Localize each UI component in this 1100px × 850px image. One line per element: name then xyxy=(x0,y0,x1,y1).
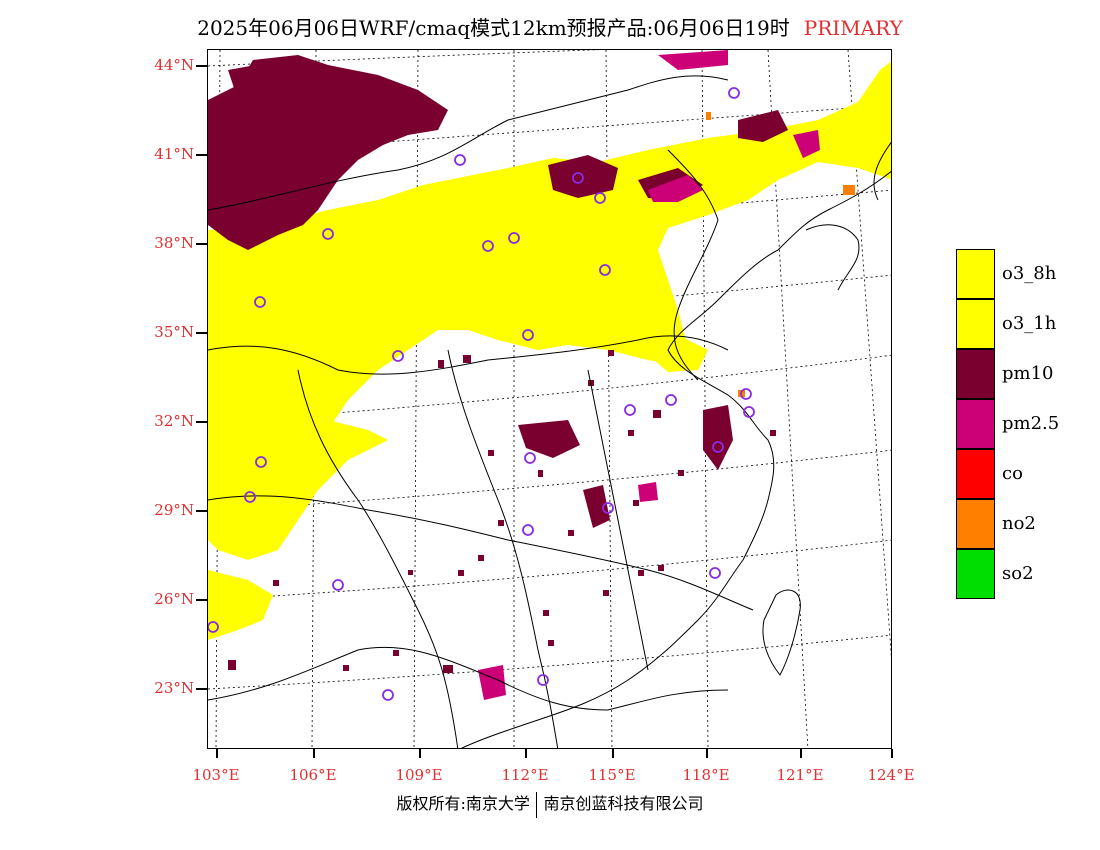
lon-label-106: 106°E xyxy=(289,766,337,784)
map-panel[interactable] xyxy=(207,49,892,749)
legend-swatch-pm25 xyxy=(956,399,995,449)
legend-label: no2 xyxy=(1002,513,1036,534)
lon-tick xyxy=(891,749,893,758)
lat-tick xyxy=(196,243,207,245)
lon-tick xyxy=(525,749,527,758)
copyright-left: 版权所有:南京大学 xyxy=(396,794,530,813)
lat-label-44: 44°N xyxy=(154,56,194,74)
title-primary-tag: PRIMARY xyxy=(803,16,903,40)
lat-tick xyxy=(196,154,207,156)
lat-label-26: 26°N xyxy=(154,590,194,608)
lat-tick xyxy=(196,421,207,423)
copyright-footer: 版权所有:南京大学 南京创蓝科技有限公司 xyxy=(0,790,1100,818)
lon-tick xyxy=(419,749,421,758)
lon-label-103: 103°E xyxy=(192,766,240,784)
lat-tick xyxy=(196,599,207,601)
lat-label-41: 41°N xyxy=(154,145,194,163)
boundary-lines xyxy=(208,75,891,748)
legend-label: o3_1h xyxy=(1002,313,1057,334)
map-title: 2025年06月06日WRF/cmaq模式12km预报产品:06月06日19时 P… xyxy=(0,12,1100,41)
copyright-right: 南京创蓝科技有限公司 xyxy=(543,794,704,813)
lat-label-29: 29°N xyxy=(154,501,194,519)
legend-label: pm2.5 xyxy=(1002,413,1060,434)
lat-tick xyxy=(196,332,207,334)
legend-label: pm10 xyxy=(1002,363,1054,384)
legend-label: co xyxy=(1002,463,1023,484)
lon-tick xyxy=(800,749,802,758)
pollution-map xyxy=(208,50,891,748)
lat-label-23: 23°N xyxy=(154,679,194,697)
lon-label-121: 121°E xyxy=(776,766,824,784)
lat-label-32: 32°N xyxy=(154,412,194,430)
lat-tick xyxy=(196,510,207,512)
station-markers xyxy=(208,87,755,701)
legend-swatch-o3-1h xyxy=(956,299,995,349)
lon-tick xyxy=(313,749,315,758)
lon-tick xyxy=(216,749,218,758)
lat-tick xyxy=(196,65,207,67)
lon-tick xyxy=(706,749,708,758)
lat-label-38: 38°N xyxy=(154,234,194,252)
legend-swatch-o3-8h xyxy=(956,249,995,299)
legend-label: so2 xyxy=(1002,563,1034,584)
legend-swatch-pm10 xyxy=(956,349,995,399)
legend-swatch-so2 xyxy=(956,549,995,599)
legend-swatch-no2 xyxy=(956,499,995,549)
o3-area xyxy=(208,61,891,640)
pm25-area xyxy=(478,50,820,700)
title-main: 2025年06月06日WRF/cmaq模式12km预报产品:06月06日19时 xyxy=(197,16,790,40)
legend-swatch-co xyxy=(956,449,995,499)
footer-divider xyxy=(535,791,538,818)
lon-tick xyxy=(612,749,614,758)
lon-label-124: 124°E xyxy=(867,766,915,784)
pm10-area xyxy=(208,55,788,528)
lon-label-115: 115°E xyxy=(588,766,636,784)
lon-label-109: 109°E xyxy=(395,766,443,784)
legend-label: o3_8h xyxy=(1002,263,1057,284)
lat-tick xyxy=(196,688,207,690)
lat-label-35: 35°N xyxy=(154,323,194,341)
lon-label-112: 112°E xyxy=(501,766,549,784)
lon-label-118: 118°E xyxy=(682,766,730,784)
